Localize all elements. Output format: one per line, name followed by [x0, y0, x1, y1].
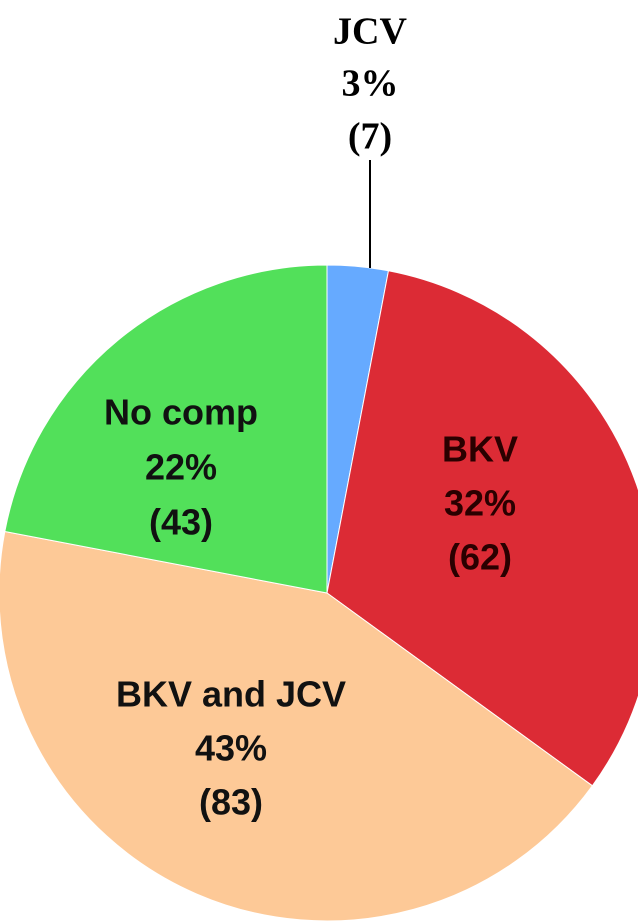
slice-name: BKV: [442, 429, 518, 470]
slice-name: No comp: [104, 392, 258, 433]
slice-percent: 3%: [342, 63, 399, 105]
slice-count: (83): [199, 782, 263, 823]
slice-percent: 43%: [195, 728, 267, 769]
slice-percent: 32%: [444, 483, 516, 524]
slice-name: JCV: [333, 11, 407, 53]
slice-count: (62): [448, 537, 512, 578]
slice-count: (7): [348, 116, 392, 158]
pie-slice: [0, 530, 594, 922]
slice-percent: 22%: [145, 447, 217, 488]
pie-slice: [326, 270, 638, 787]
slice-name: BKV and JCV: [116, 674, 346, 715]
pie-slice: [4, 264, 328, 594]
slice-count: (43): [149, 502, 213, 543]
